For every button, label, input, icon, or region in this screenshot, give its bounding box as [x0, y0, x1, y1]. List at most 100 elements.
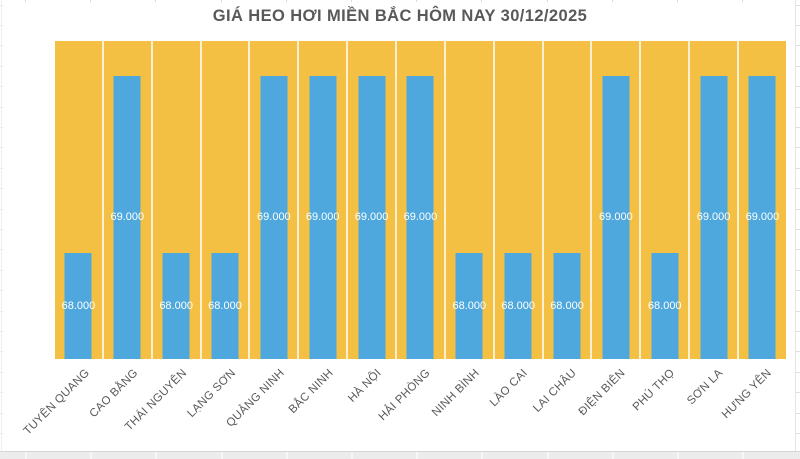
- x-axis-label-15[interactable]: HƯNG YÊN: [720, 367, 775, 422]
- bar-2[interactable]: 69.000: [110, 76, 144, 359]
- sheet-row-tick: [796, 351, 800, 352]
- sheet-column-tick: [742, 0, 743, 2]
- sheet-row-tick: [796, 433, 800, 434]
- sheet-row-tick: [796, 290, 800, 291]
- category-column-8: 69.000: [395, 41, 444, 359]
- sheet-column-tick: [677, 0, 678, 2]
- sheet-row-tick: [0, 249, 3, 250]
- sheet-column-tick: [351, 0, 352, 2]
- sheet-row-tick: [0, 147, 3, 148]
- sheet-row-tick: [796, 168, 800, 169]
- sheet-row-tick: [0, 45, 3, 46]
- sheet-column-separator: [155, 452, 157, 459]
- data-label-15: 69.000: [745, 211, 780, 223]
- sheet-row-tick: [796, 311, 800, 312]
- sheet-row-tick: [796, 229, 800, 230]
- x-axis-label-9[interactable]: NINH BÌNH: [429, 367, 482, 419]
- data-label-12: 69.000: [599, 211, 633, 223]
- category-column-12: 69.000: [590, 41, 640, 359]
- sheet-row-tick: [796, 5, 800, 6]
- bar-15[interactable]: 69.000: [746, 76, 779, 359]
- data-label-8: 69.000: [403, 211, 438, 223]
- sheet-column-separator: [90, 452, 92, 459]
- data-label-14: 69.000: [696, 211, 731, 223]
- sheet-row-tick: [0, 5, 3, 6]
- data-label-4: 68.000: [208, 299, 242, 312]
- category-column-13: 68.000: [639, 41, 689, 359]
- sheet-row-tick: [796, 270, 800, 271]
- bar-11[interactable]: 68.000: [550, 253, 584, 359]
- category-column-5: 69.000: [248, 41, 298, 359]
- sheet-row-tick: [0, 331, 3, 332]
- x-axis-label-4[interactable]: LẠNG SƠN: [185, 367, 239, 420]
- sheet-column-separator: [25, 452, 27, 459]
- sheet-row-tick: [0, 66, 3, 67]
- bar-13[interactable]: 68.000: [648, 253, 682, 359]
- chart-title[interactable]: GIÁ HEO HƠI MIỀN BẮC HÔM NAY 30/12/2025: [212, 7, 588, 25]
- sheet-row-tick: [796, 188, 800, 189]
- data-label-9: 68.000: [452, 299, 487, 312]
- category-column-7: 69.000: [346, 41, 396, 359]
- sheet-column-tick: [547, 0, 548, 2]
- plot-area[interactable]: 68.000 69.000 68.000 68.000 69.000 69.000 69.0…: [55, 41, 786, 359]
- sheet-row-tick: [796, 107, 800, 108]
- category-column-15: 69.000: [737, 41, 786, 359]
- x-axis-label-12[interactable]: ĐIỆN BIÊN: [576, 367, 628, 419]
- bar-4[interactable]: 68.000: [208, 253, 242, 359]
- sheet-column-tick: [612, 0, 613, 2]
- data-label-3: 68.000: [159, 299, 193, 312]
- sheet-column-tick: [155, 0, 156, 2]
- x-axis-label-3[interactable]: THÁI NGUYÊN: [122, 367, 190, 434]
- data-label-7: 69.000: [354, 211, 389, 223]
- sheet-row-tick: [0, 270, 3, 271]
- sheet-row-tick: [0, 413, 3, 414]
- sheet-row-tick: [796, 127, 800, 128]
- x-axis-label-6[interactable]: BẮC NINH: [286, 367, 336, 417]
- x-axis-label-11[interactable]: LAI CHÂU: [531, 367, 580, 415]
- bar-6[interactable]: 69.000: [306, 76, 340, 359]
- x-axis-label-1[interactable]: TUYÊN QUANG: [21, 367, 92, 438]
- sheet-row-tick: [0, 433, 3, 434]
- x-axis-label-14[interactable]: SƠN LA: [685, 367, 726, 408]
- category-column-2: 69.000: [101, 41, 151, 359]
- sheet-column-tick: [286, 0, 287, 2]
- bar-12[interactable]: 69.000: [599, 76, 633, 359]
- bar-10[interactable]: 68.000: [501, 253, 535, 359]
- sheet-row-tick: [796, 331, 800, 332]
- data-label-5: 69.000: [257, 211, 291, 223]
- x-axis-label-13[interactable]: PHÚ THỌ: [630, 367, 677, 414]
- bar-8[interactable]: 69.000: [404, 76, 437, 359]
- sheet-column-separator: [547, 452, 549, 459]
- bar-9[interactable]: 68.000: [452, 253, 486, 359]
- sheet-row-tick: [0, 372, 3, 373]
- bar-5[interactable]: 69.000: [257, 76, 291, 359]
- sheet-row-tick: [0, 311, 3, 312]
- sheet-row-band: [0, 451, 800, 459]
- x-axis-label-10[interactable]: LÀO CAI: [488, 367, 531, 410]
- x-axis-label-7[interactable]: HÀ NỘI: [346, 367, 385, 405]
- sheet-row-tick: [0, 107, 3, 108]
- sheet-column-separator: [742, 452, 744, 459]
- sheet-row-tick: [796, 413, 800, 414]
- sheet-column-separator: [612, 452, 614, 459]
- bar-1[interactable]: 68.000: [62, 253, 95, 359]
- sheet-row-tick: [0, 290, 3, 291]
- x-axis-label-5[interactable]: QUẢNG NINH: [224, 367, 287, 430]
- data-label-13: 68.000: [647, 299, 682, 312]
- x-axis-label-2[interactable]: CAO BẰNG: [87, 367, 141, 421]
- sheet-row-tick: [0, 188, 3, 189]
- sheet-row-tick: [796, 372, 800, 373]
- sheet-column-tick: [416, 0, 417, 2]
- sheet-column-separator: [677, 452, 679, 459]
- sheet-row-tick: [0, 86, 3, 87]
- sheet-row-tick: [0, 168, 3, 169]
- sheet-row-tick: [796, 249, 800, 250]
- sheet-column-tick: [221, 0, 222, 2]
- sheet-row-tick: [0, 209, 3, 210]
- bar-14[interactable]: 69.000: [697, 76, 730, 359]
- category-column-9: 68.000: [443, 41, 493, 359]
- x-axis-label-8[interactable]: HẢI PHÒNG: [376, 367, 433, 424]
- bar-7[interactable]: 69.000: [355, 76, 388, 359]
- bar-3[interactable]: 68.000: [159, 253, 193, 359]
